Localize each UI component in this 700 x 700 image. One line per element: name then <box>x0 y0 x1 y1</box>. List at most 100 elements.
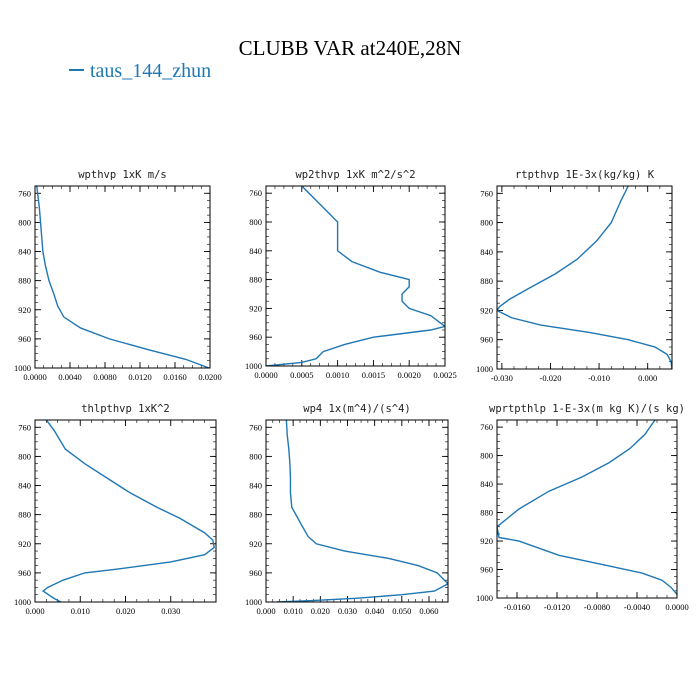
y-tick-label: 880 <box>480 508 493 518</box>
x-tick-label: -0.0040 <box>624 602 650 612</box>
x-tick-label: 0.0120 <box>128 372 151 382</box>
y-tick-label: 840 <box>249 246 262 256</box>
legend: taus_144_zhun <box>69 60 211 82</box>
x-tick-label: 0.010 <box>71 606 90 616</box>
subplot-title: thlpthvp 1xK^2 <box>81 403 170 415</box>
y-tick-label: 960 <box>249 568 262 578</box>
x-tick-label: 0.000 <box>256 606 275 616</box>
y-tick-label: 840 <box>18 481 31 491</box>
x-tick-label: 0.0160 <box>163 372 186 382</box>
plot-frame <box>265 185 446 367</box>
x-tick-label: -0.0080 <box>584 602 610 612</box>
y-tick-label: 1000 <box>14 363 31 373</box>
y-tick-label: 960 <box>480 565 493 575</box>
y-tick-label: 1000 <box>476 593 493 603</box>
plot-frame <box>34 185 211 369</box>
series-line <box>36 186 210 368</box>
subplot-title: wprtpthlp 1-E-3x(m kg K)/(s kg) <box>489 403 685 415</box>
subplot-2: wp2thvp 1xK m^2/s^2 0.0000 0.0005 0.0010 0.0… <box>245 169 457 380</box>
y-tick-label: 920 <box>480 536 493 546</box>
x-tick-label: 0.0020 <box>398 370 421 380</box>
plot-frame <box>496 185 673 370</box>
y-tick-label: 880 <box>249 275 262 285</box>
y-tick-label: 1000 <box>245 597 262 607</box>
series-line <box>276 420 448 602</box>
subplot-title: wp4 1x(m^4)/(s^4) <box>303 403 410 415</box>
series-line <box>497 186 672 369</box>
x-tick-label: 0.0010 <box>326 370 349 380</box>
x-tick-label: 0.050 <box>392 606 411 616</box>
x-tick-label: -0.030 <box>491 373 513 383</box>
x-tick-label: 0.000 <box>25 606 44 616</box>
y-tick-label: 760 <box>249 188 262 198</box>
series-line <box>497 420 677 595</box>
series-line <box>266 186 445 366</box>
subplot-6: wprtpthlp 1-E-3x(m kg K)/(s kg) -0.0160 -0… <box>476 403 689 612</box>
x-tick-label: 0.0025 <box>433 370 456 380</box>
x-tick-label: -0.0120 <box>544 602 570 612</box>
y-tick-label: 840 <box>480 247 493 257</box>
x-tick-label: 0.0200 <box>198 372 221 382</box>
x-tick-label: 0.0080 <box>93 372 116 382</box>
figure-title: CLUBB VAR at240E,28N <box>239 36 462 60</box>
y-tick-label: 760 <box>18 422 31 432</box>
y-tick-label: 800 <box>249 451 262 461</box>
x-tick-label: 0.030 <box>161 606 180 616</box>
y-tick-label: 760 <box>480 188 493 198</box>
y-tick-label: 840 <box>249 481 262 491</box>
x-tick-label: 0.020 <box>116 606 135 616</box>
x-tick-label: -0.0160 <box>504 602 530 612</box>
y-tick-label: 800 <box>18 451 31 461</box>
y-tick-label: 960 <box>249 332 262 342</box>
y-tick-label: 960 <box>18 334 31 344</box>
x-tick-label: 0.040 <box>365 606 384 616</box>
x-tick-label: 0.0000 <box>23 372 46 382</box>
y-tick-label: 800 <box>480 218 493 228</box>
y-tick-label: 800 <box>249 217 262 227</box>
y-tick-label: 760 <box>480 422 493 432</box>
y-tick-label: 760 <box>18 188 31 198</box>
x-tick-label: 0.030 <box>338 606 357 616</box>
y-tick-label: 960 <box>480 335 493 345</box>
y-tick-label: 800 <box>480 451 493 461</box>
x-tick-label: 0.0040 <box>58 372 81 382</box>
y-tick-label: 920 <box>249 303 262 313</box>
x-tick-label: 0.0000 <box>665 602 688 612</box>
x-tick-label: -0.010 <box>588 373 610 383</box>
plot-frame <box>265 419 449 603</box>
subplot-5: wp4 1x(m^4)/(s^4) 0.000 0.010 0.020 0.030 0.0… <box>245 403 449 616</box>
x-tick-label: 0.010 <box>284 606 303 616</box>
series-line <box>41 420 215 602</box>
plot-frame <box>496 419 678 599</box>
x-tick-label: 0.0015 <box>362 370 385 380</box>
y-tick-label: 1000 <box>14 597 31 607</box>
y-tick-label: 880 <box>18 510 31 520</box>
y-tick-label: 800 <box>18 217 31 227</box>
subplot-title: rtpthvp 1E-3x(kg/kg) K <box>515 169 655 181</box>
x-tick-label: 0.0000 <box>254 370 277 380</box>
y-tick-label: 880 <box>480 276 493 286</box>
y-tick-label: 920 <box>480 305 493 315</box>
x-tick-label: 0.020 <box>311 606 330 616</box>
x-tick-label: 0.0005 <box>290 370 313 380</box>
legend-label: taus_144_zhun <box>90 60 211 82</box>
y-tick-label: 1000 <box>245 361 262 371</box>
subplot-title: wpthvp 1xK m/s <box>78 169 167 181</box>
subplot-3: rtpthvp 1E-3x(kg/kg) K -0.030 -0.020 -0.010… <box>476 169 673 383</box>
plot-frame <box>34 419 217 603</box>
y-tick-label: 880 <box>249 510 262 520</box>
y-tick-label: 840 <box>480 479 493 489</box>
y-tick-label: 760 <box>249 422 262 432</box>
y-tick-label: 920 <box>18 539 31 549</box>
x-tick-label: 0.060 <box>419 606 438 616</box>
subplot-grid: wpthvp 1xK m/s 0.0000 0.0040 0.0080 0.0120 0.… <box>14 169 689 616</box>
x-tick-label: 0.000 <box>638 373 657 383</box>
subplot-title: wp2thvp 1xK m^2/s^2 <box>295 169 415 181</box>
y-tick-label: 1000 <box>476 364 493 374</box>
y-tick-label: 920 <box>18 305 31 315</box>
y-tick-label: 960 <box>18 568 31 578</box>
subplot-1: wpthvp 1xK m/s 0.0000 0.0040 0.0080 0.0120 0.… <box>14 169 222 382</box>
subplot-4: thlpthvp 1xK^2 0.000 0.010 0.020 0.030 760 800… <box>14 403 217 616</box>
y-tick-label: 840 <box>18 247 31 257</box>
